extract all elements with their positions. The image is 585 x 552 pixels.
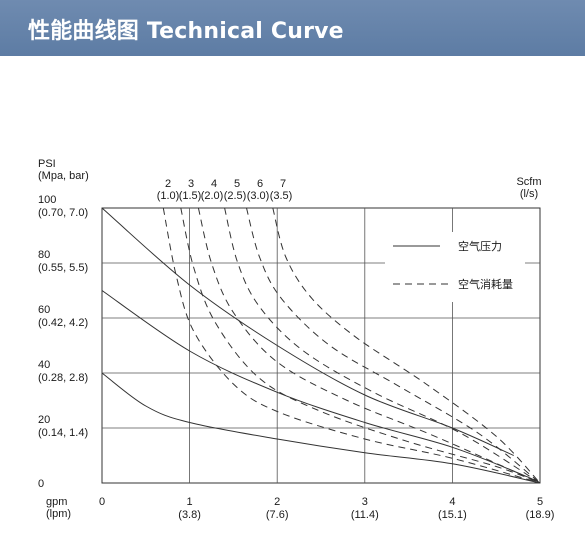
- x-tick-label: (18.9): [526, 509, 555, 521]
- scfm-curve-label-value: 5: [234, 178, 240, 190]
- x-tick-label: 4: [449, 496, 455, 508]
- x-axis-title: gpm: [46, 496, 67, 508]
- x-tick-label: (3.8): [178, 509, 201, 521]
- legend-box: [385, 232, 525, 302]
- page-title: 性能曲线图 Technical Curve: [28, 19, 344, 44]
- x-tick-label: (15.1): [438, 509, 467, 521]
- air-pressure-curve: [101, 290, 541, 484]
- scfm-curve-label-unit: (1.0): [157, 190, 180, 202]
- header-bar: 性能曲线图 Technical Curve: [0, 0, 585, 56]
- y-tick-label: (0.42, 4.2): [38, 317, 88, 329]
- x-axis-title: (lpm): [46, 508, 71, 520]
- y-axis-title: (Mpa, bar): [38, 170, 89, 182]
- scfm-curve-label-value: 2: [165, 178, 171, 190]
- x-tick-label: (7.6): [266, 509, 289, 521]
- y-axis-title: PSI: [38, 158, 56, 170]
- y-tick-label: (0.14, 1.4): [38, 427, 88, 439]
- y-tick-label: 80: [38, 249, 50, 261]
- x-tick-label: 0: [99, 496, 105, 508]
- scfm-curve-label-unit: (3.0): [247, 190, 270, 202]
- scfm-axis-title: Scfm: [516, 176, 541, 188]
- y-tick-label: 100: [38, 194, 56, 206]
- plot-frame: [101, 207, 541, 484]
- x-tick-label: 5: [537, 496, 543, 508]
- scfm-curve-label-unit: (1.5): [179, 190, 202, 202]
- scfm-curve-label-value: 6: [257, 178, 263, 190]
- y-tick-label: 0: [38, 478, 44, 490]
- y-tick-label: 40: [38, 359, 50, 371]
- air-consumption-curve: [162, 207, 541, 484]
- x-tick-label: 1: [187, 496, 193, 508]
- air-consumption-curve: [224, 207, 541, 484]
- y-tick-label: 20: [38, 414, 50, 426]
- y-tick-label: 60: [38, 304, 50, 316]
- x-tick-label: (11.4): [351, 509, 379, 521]
- air-consumption-curve: [180, 207, 541, 484]
- scfm-curve-label-value: 3: [188, 178, 194, 190]
- air-consumption-curve: [272, 207, 541, 484]
- scfm-curve-label-unit: (3.5): [270, 190, 293, 202]
- air-consumption-curve: [246, 207, 541, 484]
- air-pressure-curve: [101, 207, 514, 456]
- scfm-axis-title: (l/s): [520, 188, 538, 200]
- air-consumption-curve: [197, 207, 541, 484]
- y-tick-label: (0.70, 7.0): [38, 207, 88, 219]
- x-tick-label: 3: [362, 496, 368, 508]
- x-tick-label: 2: [274, 496, 280, 508]
- legend-label-air-pressure: 空气压力: [458, 239, 502, 253]
- legend-label-air-consumption: 空气消耗量: [458, 277, 513, 291]
- scfm-curve-label-unit: (2.5): [224, 190, 247, 202]
- air-pressure-curve: [101, 372, 541, 484]
- scfm-curve-label-value: 7: [280, 178, 286, 190]
- y-tick-label: (0.28, 2.8): [38, 372, 88, 384]
- y-tick-label: (0.55, 5.5): [38, 262, 88, 274]
- scfm-curve-label-value: 4: [211, 178, 217, 190]
- scfm-curve-label-unit: (2.0): [201, 190, 224, 202]
